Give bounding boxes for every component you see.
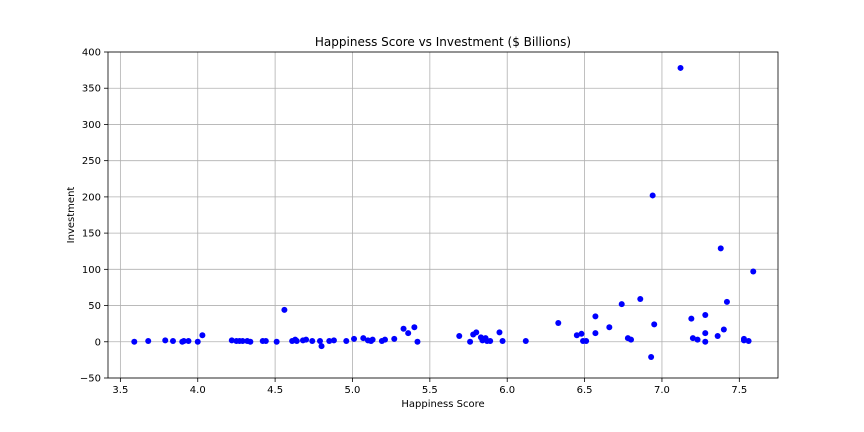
data-point (162, 337, 169, 344)
data-point (745, 338, 752, 345)
data-point (496, 329, 503, 336)
data-point (303, 336, 310, 343)
data-point (456, 332, 463, 339)
data-point (262, 338, 269, 345)
data-point (740, 337, 747, 344)
data-point (131, 338, 138, 345)
data-point (467, 338, 474, 345)
data-point (522, 338, 529, 345)
y-tick-label: 250 (82, 156, 101, 167)
data-point (573, 332, 580, 339)
x-tick-label: 4.5 (267, 385, 283, 396)
data-point (723, 298, 730, 305)
data-point (592, 330, 599, 337)
x-tick-label: 5.0 (345, 385, 361, 396)
x-tick-label: 6.0 (499, 385, 515, 396)
data-point (185, 338, 192, 345)
data-point (391, 335, 398, 342)
y-axis-label: Investment (66, 187, 77, 244)
x-tick-label: 6.5 (577, 385, 593, 396)
data-point (414, 338, 421, 345)
data-point (750, 268, 757, 275)
data-point (702, 311, 709, 318)
data-point (717, 245, 724, 252)
data-point (473, 329, 480, 336)
data-point (555, 319, 562, 326)
data-point (618, 301, 625, 308)
data-point (606, 324, 613, 331)
chart-title: Happiness Score vs Investment ($ Billion… (315, 35, 571, 49)
data-point (628, 336, 635, 343)
plot-frame (107, 51, 779, 379)
y-tick-label: 300 (82, 120, 101, 131)
data-point (702, 338, 709, 345)
data-point (583, 338, 590, 345)
data-point (228, 337, 235, 344)
data-point (369, 336, 376, 343)
data-point (318, 343, 325, 350)
data-point (273, 338, 280, 345)
data-point (239, 338, 246, 345)
x-axis-label: Happiness Score (401, 399, 484, 410)
data-point (293, 338, 300, 345)
data-point (400, 325, 407, 332)
data-point (199, 332, 206, 339)
data-point (637, 296, 644, 303)
data-point (677, 64, 684, 71)
data-point (578, 330, 585, 337)
data-point (694, 336, 701, 343)
data-point (651, 321, 658, 328)
data-point (360, 335, 367, 342)
x-tick-label: 3.5 (112, 385, 128, 396)
data-point (316, 338, 323, 345)
axis-ticks: 3.5 4.0 4.5 5.0 5.5 6.0 6.5 7.0 7.5 −50 0 50 100 150 2… (80, 48, 747, 397)
data-point (180, 338, 187, 345)
data-point (145, 338, 152, 345)
data-point (351, 335, 358, 342)
x-tick-label: 7.0 (654, 385, 670, 396)
y-tick-label: 0 (95, 337, 101, 348)
y-tick-label: 350 (82, 84, 101, 95)
data-point (714, 332, 721, 339)
data-point (381, 336, 388, 343)
data-point (688, 315, 695, 322)
data-point (330, 337, 337, 344)
y-tick-label: 400 (82, 48, 101, 59)
x-tick-label: 4.0 (190, 385, 206, 396)
grid-lines (108, 51, 778, 379)
data-points (131, 64, 757, 360)
data-point (411, 324, 418, 331)
y-tick-label: 150 (82, 229, 101, 240)
data-point (343, 338, 350, 345)
y-tick-label: 200 (82, 192, 101, 203)
y-tick-label: 50 (88, 301, 101, 312)
y-tick-label: −50 (80, 374, 101, 385)
data-point (702, 330, 709, 337)
data-point (309, 338, 316, 345)
data-point (648, 353, 655, 360)
data-point (499, 338, 506, 345)
data-point (194, 338, 201, 345)
data-point (247, 338, 254, 345)
data-point (649, 192, 656, 199)
data-point (487, 338, 494, 345)
data-point (592, 313, 599, 320)
y-tick-label: 100 (82, 265, 101, 276)
x-tick-label: 7.5 (731, 385, 747, 396)
data-point (326, 338, 333, 345)
data-point (689, 335, 696, 342)
data-point (720, 326, 727, 333)
data-point (169, 338, 176, 345)
data-point (281, 306, 288, 313)
x-tick-label: 5.5 (422, 385, 438, 396)
data-point (405, 330, 412, 337)
